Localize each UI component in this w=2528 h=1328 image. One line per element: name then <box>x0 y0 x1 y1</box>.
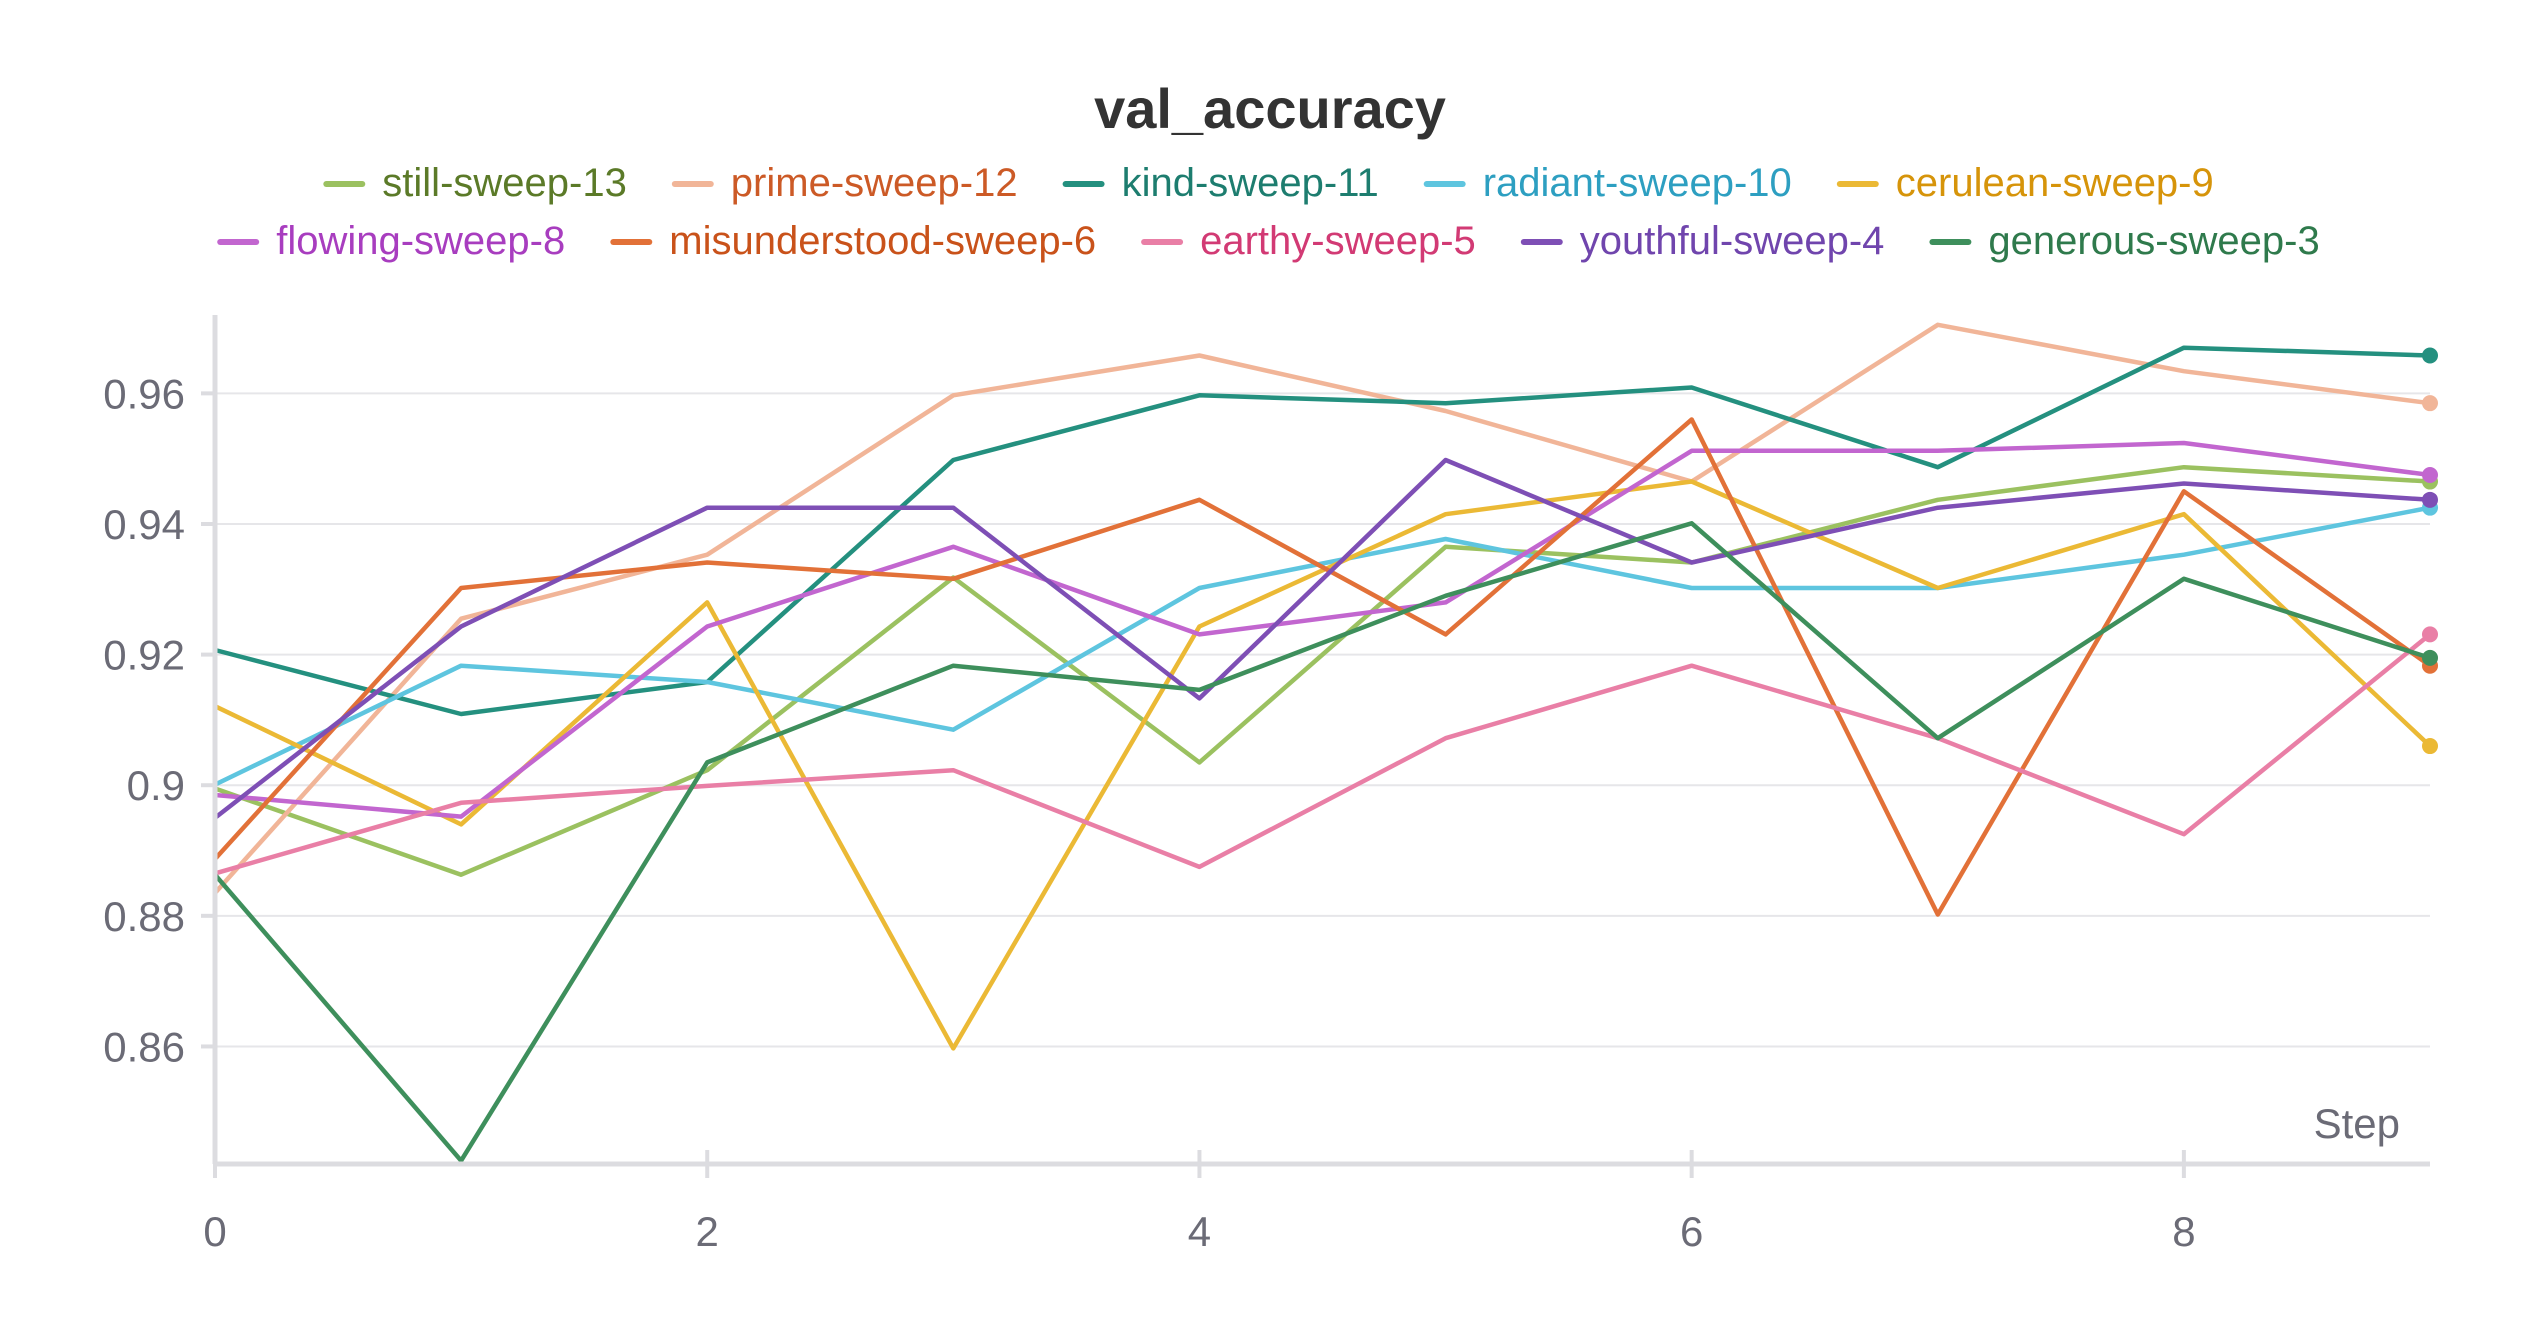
series-line-still-sweep-13 <box>212 464 2433 877</box>
series-line-earthy-sweep-5 <box>212 632 2433 876</box>
series-line-flowing-sweep-8 <box>212 440 2433 819</box>
series-endpoints <box>2422 347 2438 755</box>
legend-item: generous-sweep-3 <box>1929 219 2320 263</box>
series-line-youthful-sweep-4 <box>212 457 2433 821</box>
series-endpoint-kind-sweep-11 <box>2422 347 2438 364</box>
y-axis: 0.86 0.88 0.9 0.92 0.94 0.96 <box>103 370 215 1070</box>
x-tick-label: 0 <box>203 1208 226 1255</box>
x-tick-label: 6 <box>1680 1208 1703 1255</box>
legend-label: youthful-sweep-4 <box>1580 219 1885 263</box>
legend-label: earthy-sweep-5 <box>1200 219 1476 263</box>
legend-item: radiant-sweep-10 <box>1423 161 1792 205</box>
legend-label: flowing-sweep-8 <box>276 219 565 263</box>
legend-label: kind-sweep-11 <box>1122 161 1379 205</box>
series-endpoint-flowing-sweep-8 <box>2422 467 2438 484</box>
x-tick-label: 2 <box>696 1208 719 1255</box>
y-tick-label: 0.96 <box>103 370 185 417</box>
legend-item: misunderstood-sweep-6 <box>610 219 1096 263</box>
chart-title: val_accuracy <box>1094 77 1446 140</box>
legend-label: still-sweep-13 <box>382 161 627 205</box>
x-tick-label: 8 <box>2172 1208 2195 1255</box>
legend-label: misunderstood-sweep-6 <box>669 219 1096 263</box>
legend-item: flowing-sweep-8 <box>217 219 565 263</box>
series-line-cerulean-sweep-9 <box>212 479 2433 1051</box>
legend-label: generous-sweep-3 <box>1988 219 2319 263</box>
y-tick-label: 0.9 <box>127 762 185 809</box>
series-line-radiant-sweep-10 <box>212 505 2433 787</box>
series-line-prime-sweep-12 <box>212 322 2433 896</box>
legend-item: prime-sweep-12 <box>671 161 1018 205</box>
legend-item: kind-sweep-11 <box>1062 161 1379 205</box>
legend-label: radiant-sweep-10 <box>1483 161 1792 205</box>
series-endpoint-cerulean-sweep-9 <box>2422 738 2438 755</box>
series-line-misunderstood-sweep-6 <box>212 417 2433 917</box>
y-tick-label: 0.94 <box>103 501 185 548</box>
series-endpoint-generous-sweep-3 <box>2422 649 2438 666</box>
legend-label: prime-sweep-12 <box>731 161 1018 205</box>
x-tick-label: 4 <box>1188 1208 1211 1255</box>
legend-label: cerulean-sweep-9 <box>1896 161 2214 205</box>
series-endpoint-youthful-sweep-4 <box>2422 491 2438 508</box>
legend-item: still-sweep-13 <box>323 161 627 205</box>
series-line-kind-sweep-11 <box>212 345 2433 717</box>
y-tick-label: 0.88 <box>103 893 185 940</box>
x-axis-label: Step <box>2314 1100 2400 1147</box>
series-endpoint-earthy-sweep-5 <box>2422 626 2438 643</box>
y-tick-label: 0.86 <box>103 1023 185 1070</box>
series-endpoint-prime-sweep-12 <box>2422 395 2438 412</box>
legend: still-sweep-13 prime-sweep-12 kind-sweep-1… <box>217 161 2320 263</box>
y-tick-label: 0.92 <box>103 632 185 679</box>
series-lines <box>212 322 2433 1163</box>
legend-item: earthy-sweep-5 <box>1141 219 1476 263</box>
legend-item: cerulean-sweep-9 <box>1836 161 2214 205</box>
series-line-generous-sweep-3 <box>212 521 2433 1163</box>
legend-item: youthful-sweep-4 <box>1520 219 1885 263</box>
